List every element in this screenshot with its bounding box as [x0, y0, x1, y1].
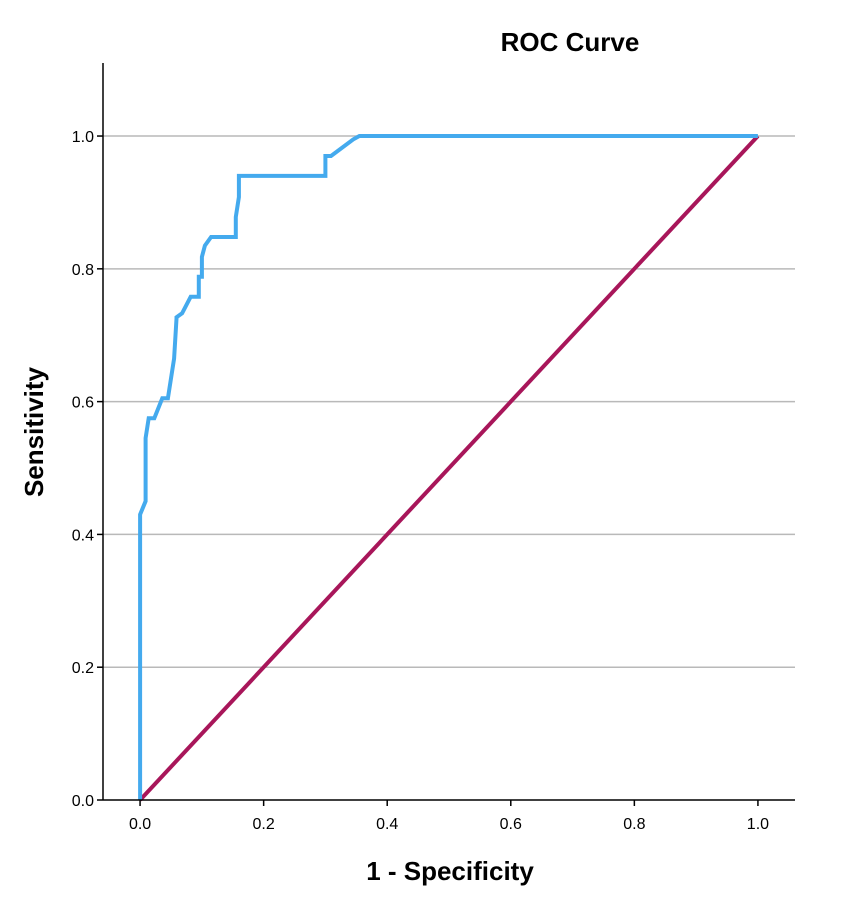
x-tick-label: 1.0 [747, 816, 769, 833]
x-tick-label: 0.0 [129, 816, 151, 833]
x-tick-label: 0.8 [623, 816, 645, 833]
series-line-reference-line [138, 134, 760, 802]
series-layer [138, 134, 760, 802]
series-line-roc [138, 134, 758, 800]
grid-layer [103, 135, 795, 668]
x-tick-label: 0.4 [376, 816, 398, 833]
y-tick-label: 0.6 [72, 395, 94, 412]
chart-title: ROC Curve [501, 27, 640, 57]
axis-layer [102, 63, 795, 801]
x-tick-label: 0.6 [500, 816, 522, 833]
y-tick-label: 0.8 [72, 262, 94, 279]
y-tick-label: 0.0 [72, 793, 94, 810]
x-tick-label: 0.2 [253, 816, 275, 833]
y-axis-label: Sensitivity [19, 366, 49, 497]
x-axis-label: 1 - Specificity [366, 856, 534, 886]
y-tick-label: 0.4 [72, 527, 94, 544]
y-tick-label: 1.0 [72, 129, 94, 146]
tick-layer: 0.0 0.2 0.4 0.6 0.8 1.0 0.0 0.2 0.4 0.6 0.8 1.0 [72, 129, 769, 833]
y-tick-label: 0.2 [72, 660, 94, 677]
